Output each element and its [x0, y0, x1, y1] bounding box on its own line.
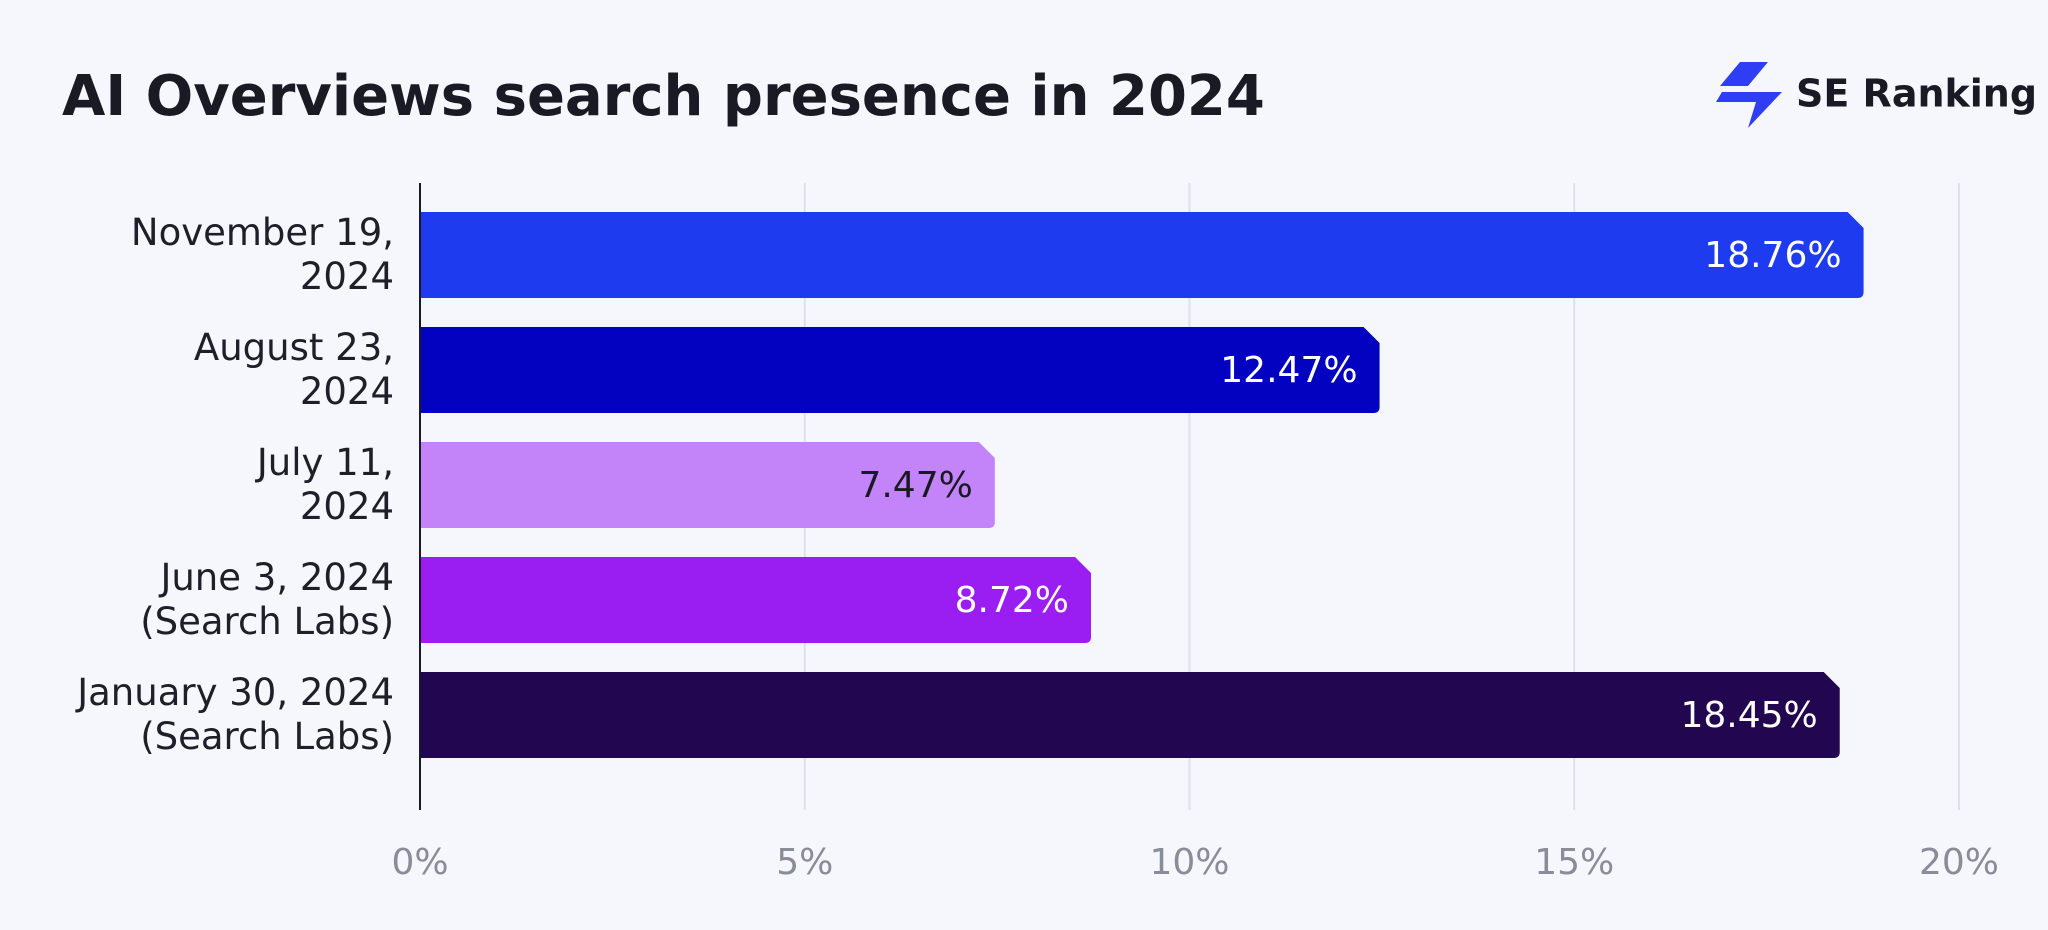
value-label: 18.76%: [1704, 235, 1841, 276]
value-label: 18.45%: [1680, 695, 1817, 736]
bar: [421, 557, 1092, 643]
logo-text: SE Ranking: [1796, 72, 2037, 116]
value-label: 7.47%: [858, 465, 972, 506]
bar: [421, 672, 1840, 758]
x-tick-label: 5%: [776, 842, 833, 883]
y-tick-label: June 3, 2024 (Search Labs): [140, 556, 394, 643]
logo-shape: [1716, 92, 1782, 128]
bar: [421, 442, 995, 528]
x-tick-label: 20%: [1919, 842, 1999, 883]
value-label: 8.72%: [955, 580, 1069, 621]
x-tick-label: 15%: [1534, 842, 1614, 883]
value-label: 12.47%: [1220, 350, 1357, 391]
y-tick-label: July 11, 2024: [256, 441, 394, 528]
bar: [421, 327, 1380, 413]
logo-shape: [1720, 62, 1768, 86]
y-tick-label: November 19, 2024: [130, 211, 394, 298]
y-tick-label: August 23, 2024: [193, 326, 394, 413]
x-tick-label: 10%: [1149, 842, 1229, 883]
chart-title: AI Overviews search presence in 2024: [62, 64, 1265, 129]
bar: [421, 212, 1864, 298]
x-tick-label: 0%: [391, 842, 448, 883]
y-tick-label: January 30, 2024 (Search Labs): [77, 671, 394, 758]
logo-icon: [1716, 62, 1782, 128]
